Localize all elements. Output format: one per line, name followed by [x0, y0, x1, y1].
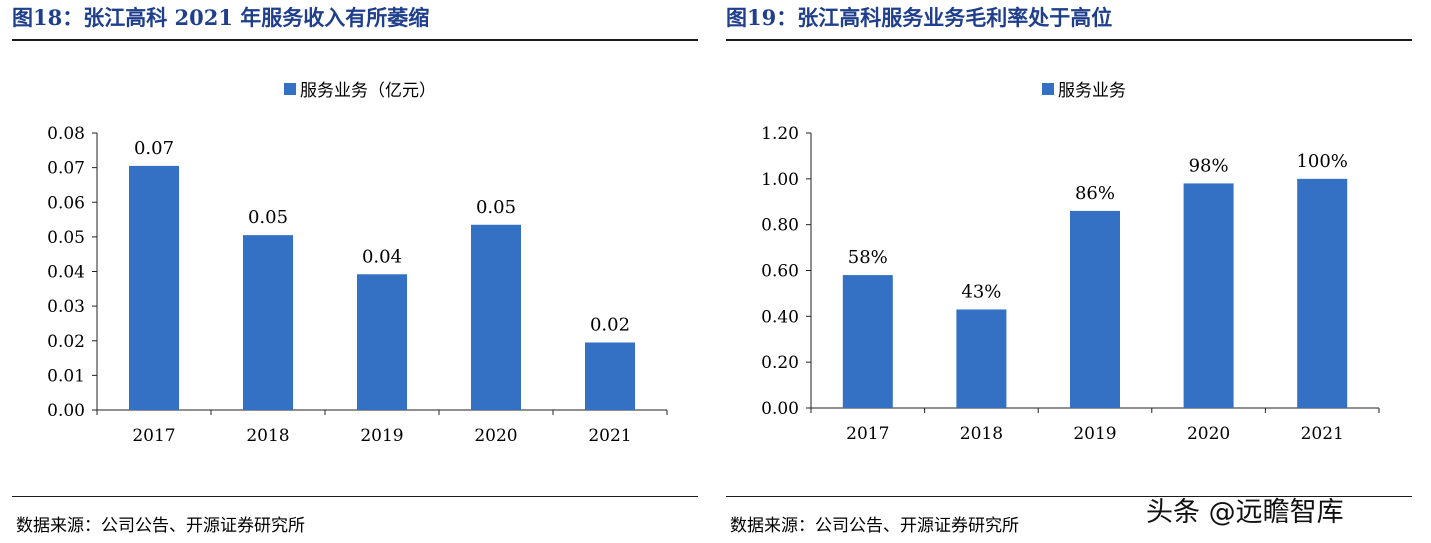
bar-data-label: 100% — [1296, 151, 1347, 172]
bar-data-label: 0.05 — [476, 197, 516, 218]
figure-title: 图18：张江高科 2021 年服务收入有所萎缩 — [12, 5, 430, 30]
x-tick-label: 2021 — [1301, 424, 1344, 444]
y-tick-label: 0.02 — [47, 332, 85, 352]
x-tick-label: 2017 — [132, 426, 175, 446]
source-rule — [726, 496, 1412, 497]
y-tick-label: 0.06 — [47, 193, 85, 213]
bar — [243, 235, 293, 410]
y-tick-label: 0.05 — [47, 228, 85, 248]
bar-data-label: 0.04 — [362, 246, 402, 267]
bar — [1070, 210, 1120, 408]
legend-swatch — [284, 82, 296, 95]
source-note: 数据来源：公司公告、开源证券研究所 — [730, 516, 1019, 536]
bar — [1297, 178, 1348, 408]
y-tick-label: 0.00 — [47, 401, 85, 421]
y-tick-label: 0.08 — [47, 124, 85, 144]
y-tick-label: 0.60 — [761, 262, 799, 282]
title-rule — [12, 39, 698, 41]
x-tick-label: 2018 — [246, 426, 289, 446]
bar — [1183, 183, 1234, 408]
y-tick-label: 0.01 — [47, 366, 85, 386]
x-tick-label: 2020 — [1187, 424, 1230, 444]
bar-data-label: 86% — [1075, 183, 1115, 204]
legend-swatch — [1042, 82, 1054, 95]
chart-legend: 服务业务（亿元） — [284, 76, 436, 101]
y-tick-label: 0.80 — [761, 216, 799, 236]
bar-data-label: 0.02 — [590, 314, 630, 335]
bar — [585, 342, 635, 410]
x-tick-label: 2019 — [1073, 424, 1116, 444]
figure-title: 图19：张江高科服务业务毛利率处于高位 — [726, 5, 1113, 30]
y-tick-label: 0.00 — [761, 399, 799, 419]
title-rule — [726, 39, 1412, 41]
bar — [471, 224, 521, 410]
chart-panel-left: 图18：张江高科 2021 年服务收入有所萎缩 服务业务（亿元） 0.00 0.0… — [12, 0, 702, 543]
bar-data-label: 43% — [961, 281, 1001, 302]
bar-data-label: 98% — [1189, 155, 1229, 176]
bar — [357, 274, 407, 410]
bar-data-label: 0.07 — [134, 138, 174, 159]
bar-data-label: 0.05 — [248, 207, 288, 228]
y-tick-label: 1.20 — [761, 124, 799, 144]
y-tick-label: 0.20 — [761, 353, 799, 373]
y-tick-label: 0.04 — [47, 263, 85, 283]
legend-label: 服务业务 — [1058, 81, 1126, 101]
x-tick-label: 2017 — [846, 424, 889, 444]
bar-data-label: 58% — [848, 247, 888, 268]
source-note: 数据来源：公司公告、开源证券研究所 — [16, 516, 305, 536]
watermark: 头条 @远瞻智库 — [1146, 497, 1344, 528]
x-tick-label: 2019 — [360, 426, 403, 446]
chart-legend: 服务业务 — [1042, 76, 1126, 101]
chart-panel-right: 图19：张江高科服务业务毛利率处于高位 服务业务 0.00 0.20 0.40 0.6… — [726, 0, 1416, 543]
legend-label: 服务业务（亿元） — [300, 81, 436, 101]
x-tick-label: 2018 — [960, 424, 1003, 444]
bar — [956, 309, 1007, 408]
bar-chart-service-revenue: 0.00 0.01 0.02 0.03 0.04 0.05 0.06 0.07 0.08 0.07… — [47, 124, 668, 446]
y-tick-label: 0.40 — [761, 307, 799, 327]
x-tick-label: 2021 — [588, 426, 631, 446]
x-tick-label: 2020 — [474, 426, 517, 446]
bar — [842, 275, 893, 408]
y-tick-label: 1.00 — [761, 170, 799, 190]
bar-chart-service-margin: 0.00 0.20 0.40 0.60 0.80 1.00 1.20 58% 2017 43% 20… — [761, 124, 1380, 444]
y-tick-label: 0.03 — [47, 297, 85, 317]
source-rule — [12, 496, 698, 497]
y-tick-label: 0.07 — [47, 159, 85, 179]
bar — [129, 165, 179, 410]
